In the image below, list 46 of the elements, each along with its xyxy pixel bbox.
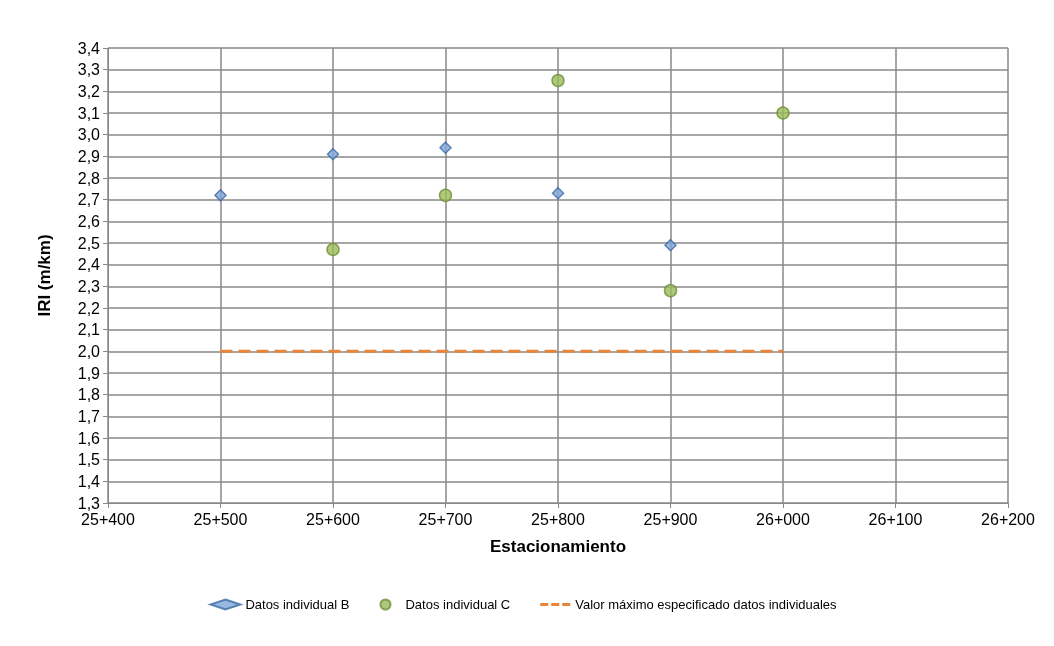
y-tick-label: 2,1 bbox=[77, 321, 101, 339]
y-tick-label: 2,0 bbox=[77, 342, 101, 360]
legend-label: Valor máximo especificado datos individuales bbox=[575, 597, 838, 612]
y-tick-label: 2,8 bbox=[77, 169, 101, 187]
point bbox=[663, 283, 678, 298]
point bbox=[214, 189, 227, 202]
y-axis-title: IRI (m/km) bbox=[35, 234, 54, 317]
x-tick-label: 25+800 bbox=[531, 510, 586, 528]
point bbox=[776, 106, 790, 120]
y-tick-label: 3,4 bbox=[77, 39, 101, 57]
point bbox=[551, 73, 565, 88]
y-tick-label: 2,9 bbox=[77, 147, 101, 165]
x-tick-label: 25+700 bbox=[418, 510, 473, 528]
point bbox=[439, 141, 452, 154]
y-tick-label: 2,2 bbox=[77, 299, 101, 317]
x-tick-label: 26+200 bbox=[981, 510, 1036, 528]
x-tick-label: 26+000 bbox=[756, 510, 811, 528]
y-tick-label: 1,7 bbox=[77, 407, 101, 425]
y-tick-label: 3,2 bbox=[77, 82, 101, 100]
y-tick-label: 2,7 bbox=[77, 191, 101, 209]
y-tick-label: 3,0 bbox=[77, 126, 101, 144]
y-tick-label: 2,5 bbox=[77, 234, 101, 252]
y-tick-label: 1,5 bbox=[77, 451, 101, 469]
point bbox=[551, 186, 565, 200]
y-tick-label: 1,8 bbox=[77, 386, 101, 404]
legend-label: Datos individual B bbox=[245, 597, 350, 612]
point bbox=[664, 238, 677, 252]
y-tick-label: 1,9 bbox=[77, 364, 101, 382]
y-tick-label: 2,3 bbox=[77, 277, 101, 295]
x-axis-title: Estacionamiento bbox=[489, 537, 627, 556]
point bbox=[438, 188, 453, 203]
x-tick-label: 25+500 bbox=[193, 510, 248, 528]
legend-label: Datos individual C bbox=[405, 597, 511, 612]
y-tick-label: 3,1 bbox=[77, 104, 101, 122]
point bbox=[326, 242, 340, 257]
y-tick-label: 1,4 bbox=[77, 472, 101, 490]
point bbox=[326, 147, 340, 161]
y-tick-label: 2,4 bbox=[77, 256, 101, 274]
x-tick-label: 25+600 bbox=[306, 510, 361, 528]
y-tick-label: 1,6 bbox=[77, 429, 101, 447]
x-tick-label: 25+900 bbox=[643, 510, 698, 528]
y-tick-label: 1,3 bbox=[77, 494, 101, 512]
y-tick-label: 3,3 bbox=[77, 61, 101, 79]
x-tick-label: 25+400 bbox=[81, 510, 136, 528]
y-tick-label: 2,6 bbox=[77, 212, 101, 230]
x-tick-label: 26+100 bbox=[868, 510, 923, 528]
